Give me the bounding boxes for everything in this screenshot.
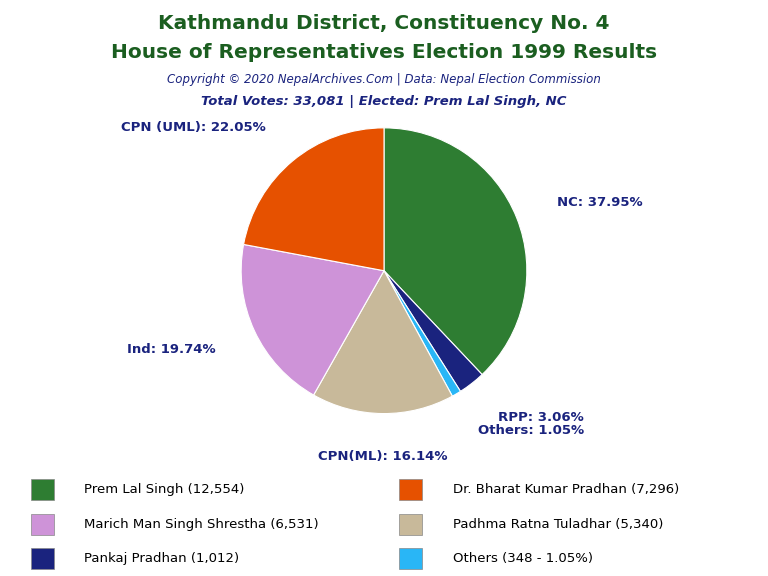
Bar — [399, 514, 422, 535]
Text: Padhma Ratna Tuladhar (5,340): Padhma Ratna Tuladhar (5,340) — [453, 518, 664, 530]
Bar — [399, 548, 422, 569]
Text: NC: 37.95%: NC: 37.95% — [557, 196, 642, 209]
Wedge shape — [243, 128, 384, 271]
Text: Total Votes: 33,081 | Elected: Prem Lal Singh, NC: Total Votes: 33,081 | Elected: Prem Lal … — [201, 95, 567, 108]
Text: Others: 1.05%: Others: 1.05% — [478, 425, 584, 437]
Wedge shape — [384, 271, 461, 396]
Wedge shape — [241, 244, 384, 395]
Bar — [399, 479, 422, 500]
Bar — [31, 479, 54, 500]
Wedge shape — [384, 271, 482, 391]
Text: Ind: 19.74%: Ind: 19.74% — [127, 343, 216, 355]
Wedge shape — [384, 128, 527, 374]
Text: CPN (UML): 22.05%: CPN (UML): 22.05% — [121, 122, 266, 134]
Bar — [31, 514, 54, 535]
Bar — [31, 548, 54, 569]
Text: Pankaj Pradhan (1,012): Pankaj Pradhan (1,012) — [84, 552, 240, 565]
Text: Prem Lal Singh (12,554): Prem Lal Singh (12,554) — [84, 483, 245, 496]
Text: Others (348 - 1.05%): Others (348 - 1.05%) — [453, 552, 593, 565]
Text: Marich Man Singh Shrestha (6,531): Marich Man Singh Shrestha (6,531) — [84, 518, 319, 530]
Text: Dr. Bharat Kumar Pradhan (7,296): Dr. Bharat Kumar Pradhan (7,296) — [453, 483, 680, 496]
Text: CPN(ML): 16.14%: CPN(ML): 16.14% — [318, 450, 447, 463]
Text: Copyright © 2020 NepalArchives.Com | Data: Nepal Election Commission: Copyright © 2020 NepalArchives.Com | Dat… — [167, 73, 601, 86]
Wedge shape — [313, 271, 452, 414]
Text: House of Representatives Election 1999 Results: House of Representatives Election 1999 R… — [111, 43, 657, 62]
Text: Kathmandu District, Constituency No. 4: Kathmandu District, Constituency No. 4 — [158, 14, 610, 33]
Text: RPP: 3.06%: RPP: 3.06% — [498, 411, 584, 424]
